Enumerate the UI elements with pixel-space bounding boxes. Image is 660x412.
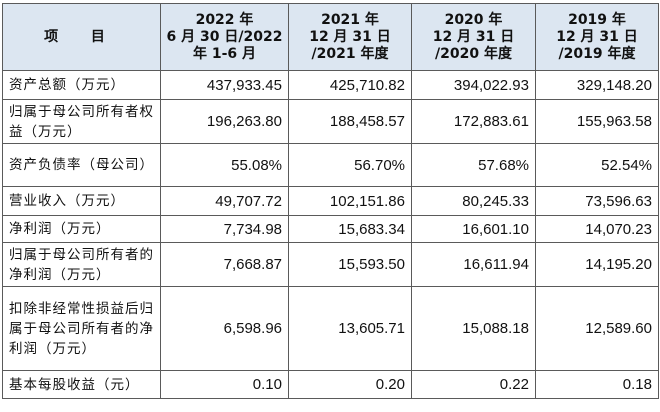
- cell-value: 172,883.61: [411, 99, 536, 144]
- table-row: 扣除非经常性损益后归属于母公司所有者的净利润（万元） 6,598.96 13,6…: [2, 286, 659, 371]
- cell-value: 0.10: [160, 370, 289, 399]
- cell-value: 15,683.34: [288, 215, 412, 243]
- cell-value: 15,593.50: [288, 242, 412, 287]
- cell-value: 57.68%: [411, 143, 536, 187]
- row-label: 基本每股收益（元）: [2, 370, 161, 399]
- cell-value: 7,734.98: [160, 215, 289, 243]
- column-header-2021: 2021 年 12 月 31 日 /2021 年度: [288, 3, 412, 71]
- cell-value: 56.70%: [288, 143, 412, 187]
- row-label: 扣除非经常性损益后归属于母公司所有者的净利润（万元）: [2, 286, 161, 371]
- column-header-line: /2020 年度: [435, 45, 512, 62]
- column-header-2019: 2019 年 12 月 31 日 /2019 年度: [535, 3, 659, 71]
- table-header-row: 项 目 2022 年 6 月 30 日/2022 年 1-6 月 2021 年 …: [2, 3, 659, 71]
- row-label: 资产负债率（母公司）: [2, 143, 161, 187]
- row-label: 资产总额（万元）: [2, 70, 161, 100]
- cell-value: 13,605.71: [288, 286, 412, 371]
- cell-value: 394,022.93: [411, 70, 536, 100]
- cell-value: 0.18: [535, 370, 659, 399]
- cell-value: 73,596.63: [535, 186, 659, 216]
- cell-value: 16,611.94: [411, 242, 536, 287]
- row-label: 归属于母公司所有者权益（万元）: [2, 99, 161, 144]
- row-label: 营业收入（万元）: [2, 186, 161, 216]
- table-row: 净利润（万元） 7,734.98 15,683.34 16,601.10 14,…: [2, 215, 659, 243]
- column-header-line: 12 月 31 日: [309, 28, 391, 45]
- financial-summary-table: 项 目 2022 年 6 月 30 日/2022 年 1-6 月 2021 年 …: [2, 3, 659, 399]
- cell-value: 188,458.57: [288, 99, 412, 144]
- cell-value: 16,601.10: [411, 215, 536, 243]
- cell-value: 102,151.86: [288, 186, 412, 216]
- cell-value: 437,933.45: [160, 70, 289, 100]
- column-header-line: 12 月 31 日: [556, 28, 638, 45]
- cell-value: 196,263.80: [160, 99, 289, 144]
- column-header-line: 年 1-6 月: [192, 45, 257, 62]
- financial-table-wrapper: 项 目 2022 年 6 月 30 日/2022 年 1-6 月 2021 年 …: [2, 3, 659, 399]
- column-header-2022: 2022 年 6 月 30 日/2022 年 1-6 月: [160, 3, 289, 71]
- table-row: 基本每股收益（元） 0.10 0.20 0.22 0.18: [2, 370, 659, 399]
- cell-value: 0.20: [288, 370, 412, 399]
- row-label: 归属于母公司所有者的净利润（万元）: [2, 242, 161, 287]
- cell-value: 52.54%: [535, 143, 659, 187]
- column-header-line: /2019 年度: [558, 45, 636, 62]
- column-header-2020: 2020 年 12 月 31 日 /2020 年度: [411, 3, 536, 71]
- item-column-header: 项 目: [2, 3, 161, 71]
- table-row: 资产总额（万元） 437,933.45 425,710.82 394,022.9…: [2, 70, 659, 100]
- column-header-line: 12 月 31 日: [432, 28, 515, 45]
- column-header-line: 2022 年: [195, 11, 254, 28]
- column-header-line: 2019 年: [568, 11, 626, 28]
- cell-value: 12,589.60: [535, 286, 659, 371]
- cell-value: 329,148.20: [535, 70, 659, 100]
- column-header-line: 6 月 30 日/2022: [166, 28, 283, 45]
- cell-value: 80,245.33: [411, 186, 536, 216]
- cell-value: 155,963.58: [535, 99, 659, 144]
- cell-value: 55.08%: [160, 143, 289, 187]
- cell-value: 425,710.82: [288, 70, 412, 100]
- table-row: 营业收入（万元） 49,707.72 102,151.86 80,245.33 …: [2, 186, 659, 216]
- column-header-line: 2021 年: [321, 11, 379, 28]
- cell-value: 14,195.20: [535, 242, 659, 287]
- cell-value: 7,668.87: [160, 242, 289, 287]
- column-header-line: /2021 年度: [311, 45, 389, 62]
- cell-value: 0.22: [411, 370, 536, 399]
- table-row: 归属于母公司所有者的净利润（万元） 7,668.87 15,593.50 16,…: [2, 242, 659, 287]
- cell-value: 49,707.72: [160, 186, 289, 216]
- row-label: 净利润（万元）: [2, 215, 161, 243]
- cell-value: 14,070.23: [535, 215, 659, 243]
- cell-value: 6,598.96: [160, 286, 289, 371]
- column-header-line: 2020 年: [444, 11, 503, 28]
- cell-value: 15,088.18: [411, 286, 536, 371]
- table-row: 资产负债率（母公司） 55.08% 56.70% 57.68% 52.54%: [2, 143, 659, 187]
- table-row: 归属于母公司所有者权益（万元） 196,263.80 188,458.57 17…: [2, 99, 659, 144]
